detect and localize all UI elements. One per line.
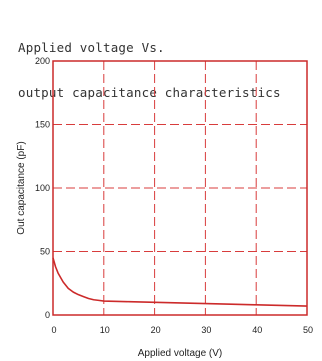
chart-title: Applied voltage Vs. output capacitance c… [18, 10, 281, 115]
plot-frame [52, 60, 308, 316]
x-axis-label: Applied voltage (V) [138, 348, 223, 359]
x-tick-labels: 0 10 20 30 40 50 [51, 325, 313, 335]
grid-lines [53, 61, 307, 315]
y-tick-labels: 0 50 100 150 200 [35, 56, 50, 320]
y-tick-label: 100 [35, 183, 50, 193]
y-tick-label: 150 [35, 120, 50, 130]
x-tick-label: 10 [100, 325, 110, 335]
y-axis-label: Out capacitance (pF) [16, 141, 27, 234]
x-tick-label: 20 [151, 325, 161, 335]
y-tick-label: 50 [40, 247, 50, 257]
chart-title-line-2: output capacitance characteristics [18, 85, 281, 100]
capacitance-curve [52, 257, 308, 307]
x-tick-label: 40 [252, 325, 262, 335]
x-tick-label: 0 [51, 325, 56, 335]
y-tick-label: 0 [45, 310, 50, 320]
x-tick-label: 30 [201, 325, 211, 335]
x-tick-label: 50 [303, 325, 313, 335]
y-tick-label: 200 [35, 56, 50, 66]
chart-title-line-1: Applied voltage Vs. [18, 40, 165, 55]
